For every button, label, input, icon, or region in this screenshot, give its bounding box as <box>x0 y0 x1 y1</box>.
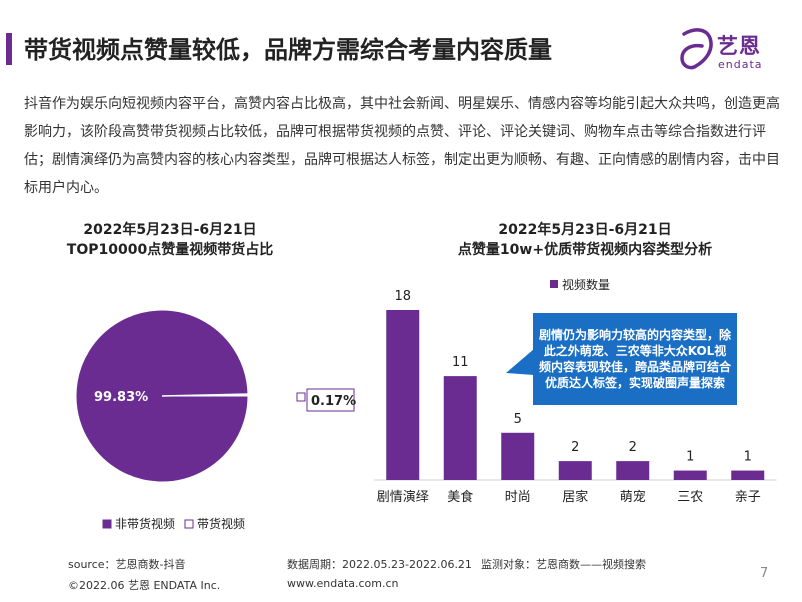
endata-logo <box>680 28 713 70</box>
title-accent-bar <box>6 33 12 65</box>
pie-title-line1: 2022年5月23日-6月21日 <box>83 222 257 238</box>
bar-category-label: 居家 <box>562 489 588 505</box>
description-paragraph: 抖音作为娱乐向短视频内容平台，高赞内容占比极高，其中社会新闻、明星娱乐、情感内容… <box>24 96 780 196</box>
bar-value-label: 1 <box>686 450 694 465</box>
bar-value-label: 5 <box>514 412 522 427</box>
bar-value-label: 2 <box>629 440 637 455</box>
bar-category-label: 萌宠 <box>620 489 646 505</box>
bar-title-line1: 2022年5月23日-6月21日 <box>498 222 672 238</box>
bar-剧情演绎 <box>386 310 420 480</box>
bar-亲子 <box>731 470 765 480</box>
logo-text-cn: 艺恩 <box>717 34 761 58</box>
bar-三农 <box>673 470 707 480</box>
logo-mark-icon <box>680 28 713 70</box>
bar-category-label: 三农 <box>677 490 703 505</box>
bar-category-label: 美食 <box>447 489 473 505</box>
bar-chart: 视频数量 18 剧情演绎 11 美食 5 时尚 2 居家 2 萌宠 1 三农 1 亲子 <box>374 277 777 505</box>
pie-small-slice-marker <box>296 392 306 402</box>
bar-美食 <box>443 376 477 480</box>
bar-value-label: 11 <box>452 355 469 370</box>
callout-pointer <box>506 349 534 375</box>
insight-callout: 剧情仍为影响力较高的内容类型，除此之外萌宠、三农等非大众KOL视频内容表现较佳，… <box>533 313 737 405</box>
bar-value-label: 18 <box>394 289 411 304</box>
footer-source: source：艺恩商数-抖音 <box>68 558 186 571</box>
footer-period: 数据周期：2022.05.23-2022.06.21 <box>287 558 472 571</box>
pie-label-box <box>306 388 355 412</box>
bar-category-label: 剧情演绎 <box>377 489 429 505</box>
bar-category-label: 亲子 <box>735 490 761 505</box>
footer-target: 监测对象：艺恩商数——视频搜索 <box>481 558 646 571</box>
bar-legend-label: 视频数量 <box>562 277 610 292</box>
pie-slice-sales <box>161 394 249 397</box>
legend-swatch-0 <box>102 519 112 529</box>
bar-value-label: 1 <box>744 450 752 465</box>
logo-text-en: endata <box>718 58 763 71</box>
legend-label-0: 非带货视频 <box>115 516 175 531</box>
footer-website[interactable]: www.endata.com.cn <box>287 577 399 590</box>
pie-leader-line <box>161 392 293 397</box>
legend-swatch-1 <box>184 519 194 529</box>
pie-chart: 99.83% 0.17% 非带货视频 带货视频 <box>75 309 356 531</box>
pie-title-line2: TOP10000点赞量视频带货占比 <box>66 242 274 258</box>
bar-chart-title: 2022年5月23日-6月21日 点赞量10w+优质带货视频内容类型分析 <box>400 220 770 260</box>
bar-萌宠 <box>616 461 650 480</box>
bar-title-line2: 点赞量10w+优质带货视频内容类型分析 <box>457 242 713 258</box>
page-number: 7 <box>760 566 769 581</box>
pie-label-sales: 0.17% <box>311 394 356 409</box>
pie-chart-title: 2022年5月23日-6月21日 TOP10000点赞量视频带货占比 <box>30 220 310 260</box>
page-title: 带货视频点赞量较低，品牌方需综合考量内容质量 <box>24 36 552 64</box>
bar-category-label: 时尚 <box>505 490 531 505</box>
bar-时尚 <box>501 432 535 480</box>
bar-value-label: 2 <box>571 440 579 455</box>
bar-居家 <box>558 461 592 480</box>
footer-copyright: ©2022.06 艺恩 ENDATA Inc. <box>68 579 221 592</box>
bar-legend-swatch <box>550 280 558 288</box>
pie-label-non-sales: 99.83% <box>94 390 148 405</box>
legend-label-1: 带货视频 <box>197 516 245 531</box>
